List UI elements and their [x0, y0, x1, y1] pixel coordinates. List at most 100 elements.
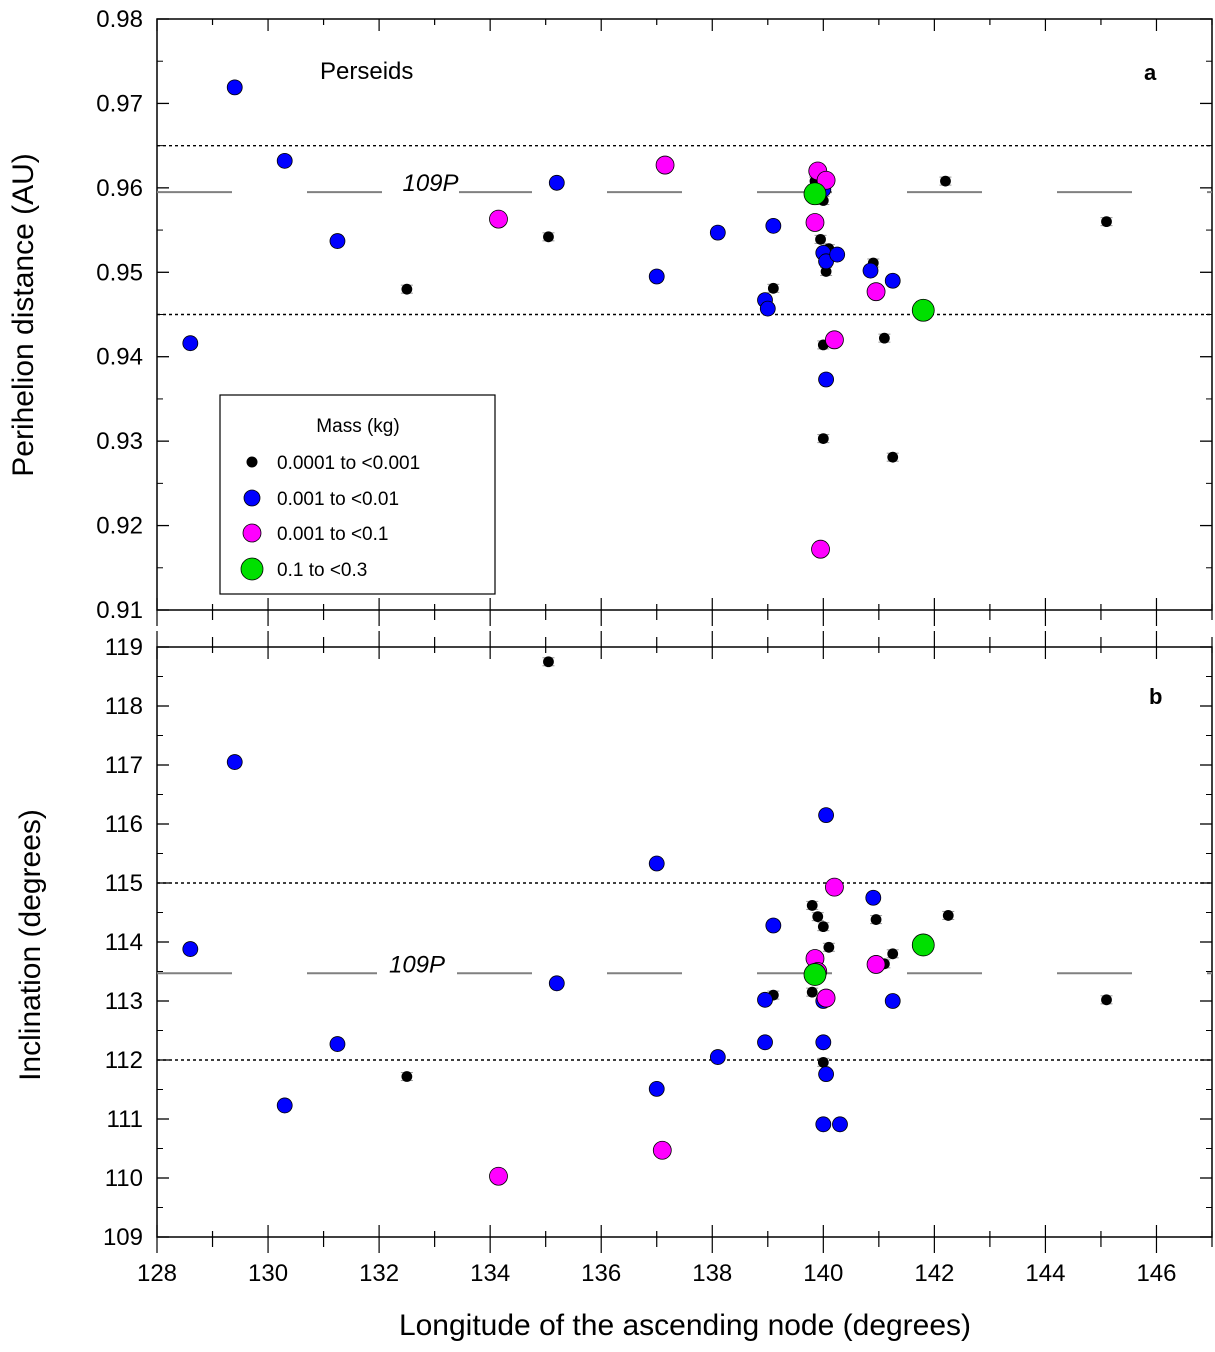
data-point-m3 [825, 877, 844, 897]
data-point-m2 [759, 300, 776, 317]
perseids-label: Perseids [320, 58, 413, 85]
data-point-m2 [829, 246, 846, 263]
y-tick-label-a: 0.98 [96, 6, 143, 33]
y-tick-label-b: 118 [105, 693, 143, 720]
data-point-m2 [818, 807, 834, 824]
data-point-m3 [805, 213, 825, 232]
data-point-m3 [489, 1166, 508, 1186]
x-tick-label: 128 [137, 1260, 177, 1287]
y-tick-label-b: 112 [105, 1047, 143, 1074]
legend-marker-m4 [240, 557, 264, 581]
data-point-m4 [911, 933, 935, 957]
x-tick-label: 144 [1025, 1260, 1065, 1287]
y-tick-label-b: 110 [105, 1165, 143, 1192]
data-point-m2 [648, 855, 665, 872]
data-point-m1 [543, 231, 554, 243]
data-point-m2 [757, 1034, 773, 1051]
data-point-m2 [865, 889, 882, 906]
comet-label-gap-b [377, 967, 457, 980]
data-point-m2 [757, 991, 773, 1008]
data-point-m1 [942, 910, 954, 921]
data-point-m2 [765, 217, 782, 234]
y-tick-label-b: 114 [105, 929, 143, 956]
data-point-m3 [489, 209, 508, 229]
data-point-m1 [878, 332, 890, 344]
x-axis-title: Longitude of the ascending node (degrees… [399, 1309, 971, 1342]
y-tick-label-a: 0.96 [96, 175, 143, 202]
data-point-m2 [862, 262, 879, 279]
data-point-m2 [226, 79, 243, 96]
data-point-m2 [276, 1097, 293, 1114]
x-tick-label: 136 [581, 1260, 621, 1287]
x-tick-label: 146 [1136, 1260, 1176, 1287]
data-point-m1 [887, 948, 899, 960]
data-point-m2 [765, 917, 782, 934]
data-point-m2 [548, 174, 565, 191]
data-point-m1 [1101, 216, 1112, 228]
y-axis-title-b: Inclination (degrees) [14, 809, 47, 1081]
data-point-m2 [182, 335, 199, 352]
y-tick-label-b: 113 [105, 988, 143, 1015]
y-tick-label-b: 111 [107, 1106, 143, 1133]
data-point-m1 [1101, 994, 1112, 1006]
comet-label-gap-a [402, 186, 459, 199]
data-point-m1 [806, 986, 818, 998]
legend-box [219, 394, 496, 595]
data-point-m3 [866, 955, 886, 974]
legend: Mass (kg) 0.0001 to <0.001 0.001 to <0.0… [219, 394, 496, 595]
legend-marker-m2 [243, 489, 261, 507]
y-tick-label-b: 117 [105, 752, 143, 779]
data-point-m3 [811, 539, 830, 559]
data-point-m2 [648, 1081, 665, 1097]
data-point-m1 [817, 1056, 829, 1068]
y-tick-label-b: 115 [105, 870, 143, 897]
data-point-m2 [815, 1116, 832, 1133]
data-point-m2 [709, 224, 726, 241]
data-point-m2 [276, 152, 293, 169]
legend-marker-m3 [242, 523, 262, 543]
data-point-m1 [823, 941, 835, 953]
data-point-m1 [767, 282, 779, 294]
panel-a-label: a [1144, 60, 1157, 85]
data-point-m2 [548, 975, 565, 992]
data-point-m2 [832, 1116, 848, 1133]
data-point-m1 [806, 900, 818, 911]
data-point-m1 [401, 283, 413, 295]
data-point-m1 [870, 914, 882, 925]
data-point-m2 [329, 1036, 346, 1052]
y-tick-label-a: 0.94 [96, 344, 143, 371]
legend-title: Mass (kg) [316, 416, 399, 437]
legend-marker-m1 [246, 456, 258, 468]
data-point-m2 [226, 754, 243, 770]
y-tick-label-a: 0.97 [96, 90, 143, 117]
data-point-m3 [825, 330, 844, 350]
data-point-m2 [884, 272, 901, 289]
data-point-m1 [815, 233, 826, 245]
y-tick-label-a: 0.95 [96, 259, 143, 286]
comet-109p-label-a: 109P [402, 170, 458, 197]
data-point-m3 [652, 1140, 672, 1160]
x-tick-label: 140 [803, 1260, 843, 1287]
x-tick-label: 138 [692, 1260, 732, 1287]
data-point-m2 [884, 993, 901, 1009]
legend-label-m3: 0.001 to <0.1 [277, 524, 388, 545]
y-tick-label-a: 0.92 [96, 513, 143, 540]
data-point-m1 [940, 175, 951, 187]
comet-109p-label-b: 109P [389, 951, 445, 978]
data-point-m2 [818, 371, 834, 388]
legend-label-m2: 0.001 to <0.01 [277, 489, 399, 510]
y-tick-label-a: 0.91 [96, 597, 143, 624]
data-point-m1 [543, 656, 554, 668]
data-point-m1 [401, 1071, 413, 1082]
legend-label-m1: 0.0001 to <0.001 [277, 453, 420, 474]
x-tick-label: 130 [248, 1260, 288, 1287]
panel-a-perihelion: 0.91 0.92 0.93 0.94 0.95 0.96 0.97 0.98 109P [96, 6, 1213, 626]
data-point-m2 [815, 1034, 832, 1051]
panel-b-label: b [1149, 684, 1162, 709]
legend-label-m4: 0.1 to <0.3 [277, 560, 367, 581]
y-tick-label-b: 109 [103, 1224, 143, 1251]
data-point-m2 [329, 233, 346, 249]
data-point-m1 [817, 921, 829, 933]
x-tick-label: 134 [470, 1260, 510, 1287]
